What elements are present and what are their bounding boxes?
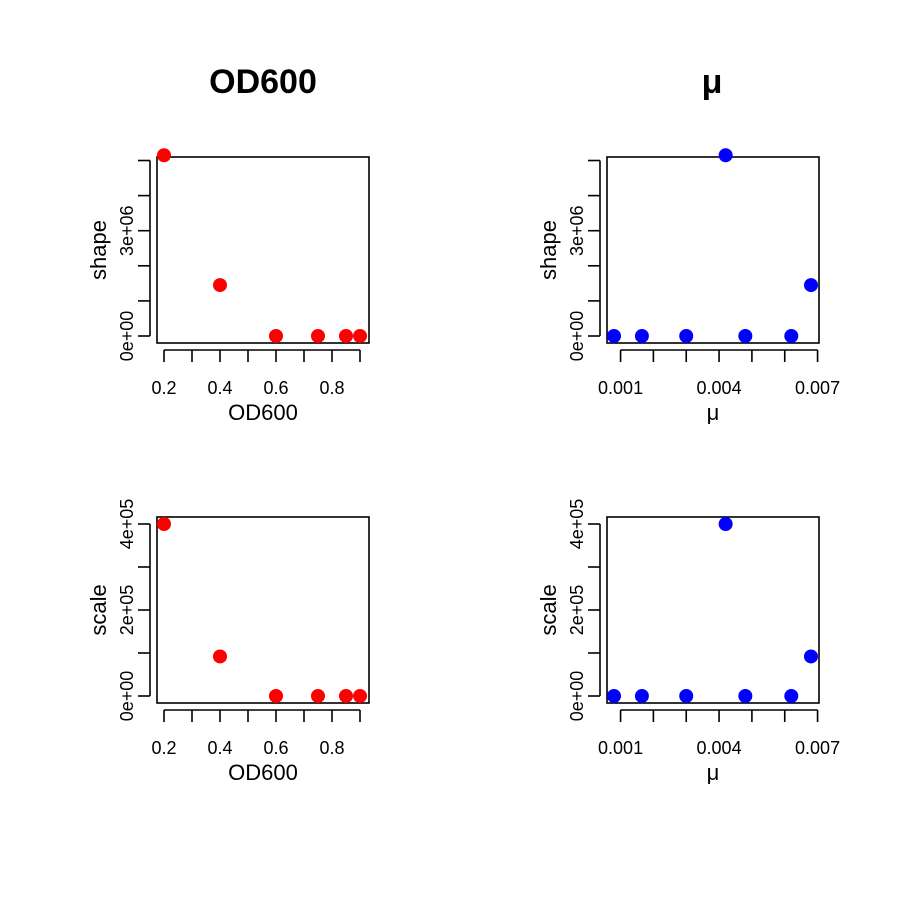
x-tick-label: 0.6 (263, 738, 288, 758)
data-point (353, 689, 367, 703)
x-tick-label: 0.2 (151, 738, 176, 758)
x-axis-title: μ (707, 400, 720, 425)
x-tick-label: 0.007 (795, 378, 840, 398)
panel-4: 0.001 0.004 0.007 0e+00 2e+05 4e+05 μ scale (536, 499, 840, 785)
y-tick-label: 0e+00 (117, 311, 137, 362)
data-point (339, 329, 353, 343)
data-point (311, 689, 325, 703)
data-point (607, 689, 621, 703)
column-title-mu: μ (702, 63, 723, 101)
y-tick-label: 0e+00 (567, 311, 587, 362)
x-tick-label: 0.6 (263, 378, 288, 398)
data-point (607, 329, 621, 343)
data-point (157, 517, 171, 531)
panel-2: 0.001 0.004 0.007 0e+00 3e+06 μ shape (536, 148, 840, 425)
panel-1: 0.2 0.4 0.6 0.8 0e+00 3e+06 OD600 shape (86, 148, 370, 425)
data-point (311, 329, 325, 343)
data-point (157, 148, 171, 163)
data-point (353, 329, 367, 343)
panel-3: 0.2 0.4 0.6 0.8 0e+00 2e+05 4e+05 OD600 scale (86, 499, 370, 785)
y-axis-title: scale (86, 584, 111, 635)
plot-frame (606, 156, 820, 344)
data-point (269, 329, 283, 343)
data-point (718, 517, 733, 531)
data-point (213, 649, 227, 664)
x-tick-label: 0.4 (207, 378, 232, 398)
plot-frame (156, 516, 370, 704)
data-point (784, 689, 799, 703)
data-point (804, 278, 818, 293)
data-point (718, 148, 733, 163)
x-axis-title: μ (707, 760, 720, 785)
data-point (738, 689, 753, 703)
x-tick-label: 0.004 (697, 378, 742, 398)
data-point (213, 278, 227, 293)
data-point (804, 649, 818, 664)
y-axis-title: shape (86, 220, 111, 280)
y-tick-label: 3e+06 (117, 205, 137, 256)
x-axis-title: OD600 (228, 400, 298, 425)
y-axis-title: scale (536, 584, 561, 635)
x-tick-label: 0.8 (319, 738, 344, 758)
x-tick-label: 0.8 (319, 378, 344, 398)
data-point (679, 329, 694, 343)
y-tick-label: 0e+00 (117, 671, 137, 722)
data-point (679, 689, 694, 703)
plot-frame (156, 156, 370, 344)
x-tick-label: 0.4 (207, 738, 232, 758)
y-axis-title: shape (536, 220, 561, 280)
data-point (634, 689, 649, 703)
x-tick-label: 0.004 (697, 738, 742, 758)
data-point (784, 329, 799, 343)
y-tick-label: 0e+00 (567, 671, 587, 722)
plot-frame (606, 516, 820, 704)
y-tick-label: 3e+06 (567, 205, 587, 256)
data-point (738, 329, 753, 343)
data-point (339, 689, 353, 703)
data-point (269, 689, 283, 703)
column-title-od600: OD600 (209, 63, 317, 101)
x-tick-label: 0.2 (151, 378, 176, 398)
y-tick-label: 2e+05 (567, 585, 587, 636)
y-tick-label: 4e+05 (117, 499, 137, 550)
y-tick-label: 2e+05 (117, 585, 137, 636)
x-tick-label: 0.001 (598, 738, 643, 758)
data-point (634, 329, 649, 343)
x-tick-label: 0.001 (598, 378, 643, 398)
x-tick-label: 0.007 (795, 738, 840, 758)
x-axis-title: OD600 (228, 760, 298, 785)
y-tick-label: 4e+05 (567, 499, 587, 550)
